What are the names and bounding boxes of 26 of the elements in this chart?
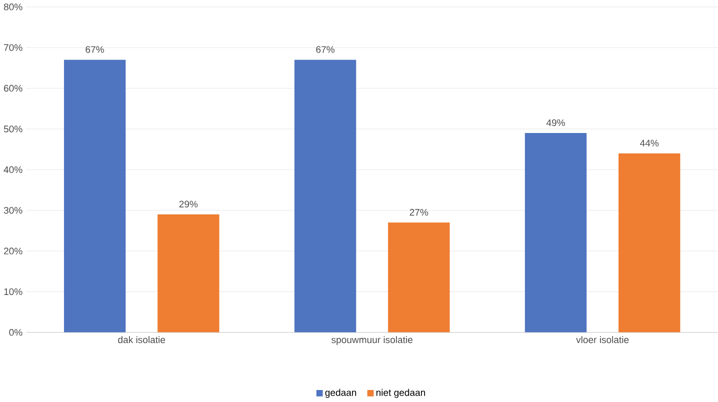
bar [388, 222, 450, 333]
y-tick-label: 0% [9, 329, 22, 336]
data-label: 67% [316, 46, 334, 54]
y-tick-label: 70% [4, 44, 22, 52]
bar [294, 60, 356, 333]
x-tick-label: dak isolatie [118, 336, 166, 344]
legend-label: niet gedaan [376, 389, 426, 398]
bar [618, 154, 680, 333]
data-label: 49% [546, 120, 565, 126]
y-tick-label: 40% [4, 166, 22, 174]
bar [158, 214, 220, 333]
bar [64, 60, 126, 333]
data-label: 44% [640, 140, 659, 147]
y-tick-label: 20% [4, 248, 22, 255]
bar [524, 133, 587, 333]
data-label: 27% [410, 209, 428, 216]
y-tick-label: 50% [4, 126, 22, 133]
x-tick-label: spouwmuur isolatie [332, 336, 412, 346]
y-tick-label: 80% [4, 4, 22, 10]
data-label: 67% [86, 46, 104, 54]
y-tick-label: 60% [4, 85, 22, 92]
y-tick-label: 10% [4, 288, 22, 296]
x-tick-label: vloer isolatie [576, 336, 629, 344]
data-label: 29% [179, 200, 198, 208]
legend-label: gedaan [325, 389, 356, 398]
y-tick-label: 30% [4, 207, 22, 214]
